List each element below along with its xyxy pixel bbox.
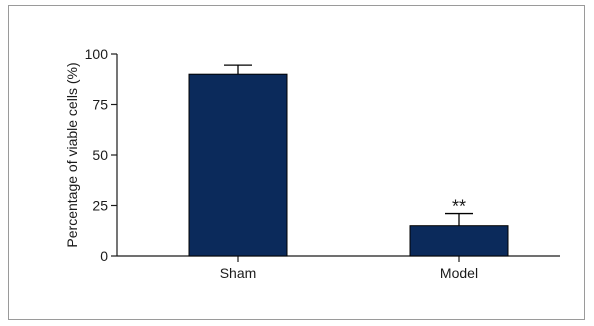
bar-model [409,225,509,257]
figure-frame [8,5,585,320]
x-axis: Sham Model [117,255,560,281]
significance-label: ** [452,197,466,217]
bar-sham [188,73,288,257]
x-tick-label: Model [440,265,478,281]
y-tick-label: 50 [92,147,108,163]
bars: ** [188,64,509,257]
x-tick-label: Sham [220,265,257,281]
y-axis-title: Percentage of viable cells (%) [64,62,80,247]
y-tick-label: 100 [85,46,109,62]
y-tick-label: 0 [100,248,108,264]
y-tick-label: 75 [92,97,108,113]
y-tick-label: 25 [92,198,108,214]
y-axis: 0 25 50 75 100 [85,46,118,264]
